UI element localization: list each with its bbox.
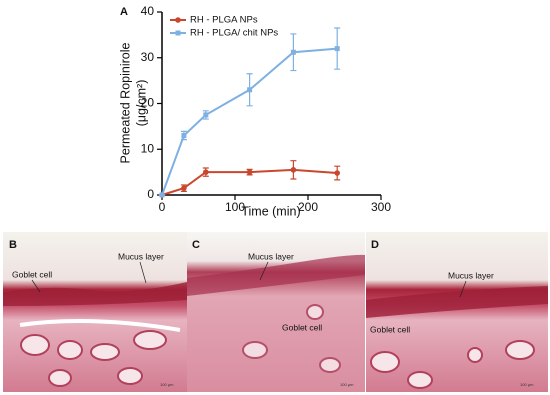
legend-label: RH - PLGA NPs <box>190 15 258 26</box>
x-tick-label: 0 <box>159 200 166 214</box>
annotation: Goblet cell <box>370 324 410 334</box>
y-tick-label: 40 <box>141 4 155 18</box>
y-axis-label: Permeated Ropinirole (μg/cm²) <box>118 43 148 164</box>
y-tick-label: 30 <box>141 50 155 64</box>
histology-image <box>366 232 548 392</box>
y-axis-label-line: (μg/cm²) <box>134 80 148 127</box>
marker <box>181 133 187 139</box>
legend-label: RH - PLGA/ chit NPs <box>190 28 278 39</box>
marker <box>203 112 209 118</box>
marker <box>290 167 297 173</box>
marker <box>246 169 253 175</box>
marker <box>159 192 165 198</box>
x-tick-label: 300 <box>371 200 391 214</box>
marker <box>334 170 341 176</box>
y-axis-label-line: Permeated Ropinirole <box>118 43 132 164</box>
histology-image <box>187 232 365 392</box>
marker <box>203 169 209 175</box>
annotation: Goblet cell <box>12 269 52 279</box>
histology-image <box>3 232 187 392</box>
panel-letter: D <box>371 239 379 251</box>
scale-bar-label: 100 µm <box>160 382 174 387</box>
series-line <box>161 47 338 196</box>
y-tick-label: 20 <box>141 96 155 110</box>
marker <box>334 46 340 52</box>
x-axis-label: Time (min) <box>241 204 300 218</box>
plot: 0 10 20 30 40 0 100 200 300 RH - PLGA NPs RH - PLG… <box>141 4 392 214</box>
marker <box>181 185 187 191</box>
annotation: Mucus layer <box>118 251 164 261</box>
series-line <box>161 168 338 196</box>
annotation: Mucus layer <box>448 270 494 280</box>
x-tick-label: 200 <box>298 200 318 214</box>
panel-letter: B <box>9 239 17 251</box>
marker <box>290 49 296 55</box>
y-tick-label: 10 <box>141 141 155 155</box>
x-tick-label: 100 <box>225 200 245 214</box>
y-tick-label: 0 <box>147 187 154 201</box>
marker <box>247 87 253 93</box>
legend-marker <box>175 17 181 23</box>
scale-bar-label: 100 µm <box>340 382 354 387</box>
annotation: Mucus layer <box>248 251 294 261</box>
panel-letter: C <box>192 239 200 251</box>
panel-letter: A <box>120 6 128 18</box>
scale-bar-label: 100 µm <box>520 382 534 387</box>
legend-marker <box>175 30 181 36</box>
annotation: Goblet cell <box>282 322 322 332</box>
